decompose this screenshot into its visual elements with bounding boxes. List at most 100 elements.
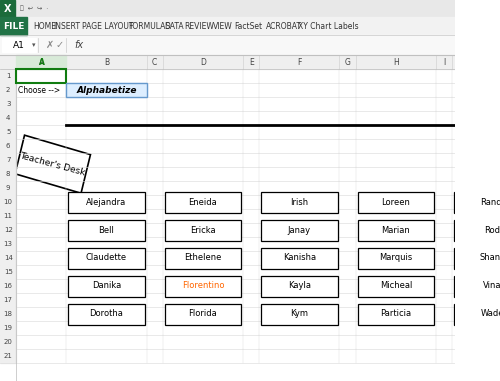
- Bar: [164, 304, 241, 325]
- Bar: [68, 304, 144, 325]
- Text: D: D: [200, 58, 206, 67]
- Text: Danika: Danika: [92, 282, 121, 290]
- Text: I: I: [443, 58, 445, 67]
- Text: 17: 17: [4, 297, 13, 303]
- Bar: [0, 55, 455, 69]
- Text: Irish: Irish: [290, 197, 308, 207]
- Bar: [68, 248, 144, 269]
- Bar: [0, 223, 16, 237]
- Text: Rod: Rod: [484, 226, 500, 234]
- Bar: [0, 0, 455, 17]
- Bar: [0, 265, 16, 279]
- Text: X: X: [4, 3, 11, 13]
- Bar: [0, 321, 16, 335]
- Bar: [358, 192, 434, 213]
- Text: Shane: Shane: [479, 253, 500, 263]
- Bar: [0, 181, 16, 195]
- Bar: [0, 251, 16, 265]
- Bar: [0, 17, 455, 35]
- Text: 16: 16: [4, 283, 13, 289]
- Text: XY Chart Labels: XY Chart Labels: [298, 21, 358, 30]
- Bar: [358, 248, 434, 269]
- Text: Loreen: Loreen: [382, 197, 410, 207]
- Text: Ericka: Ericka: [190, 226, 216, 234]
- Bar: [261, 304, 338, 325]
- Text: A: A: [38, 58, 44, 67]
- Bar: [0, 153, 16, 167]
- Bar: [164, 275, 241, 296]
- Bar: [0, 139, 16, 153]
- Bar: [66, 83, 146, 97]
- Text: Florida: Florida: [188, 309, 218, 319]
- Bar: [164, 248, 241, 269]
- Text: Claudette: Claudette: [86, 253, 127, 263]
- Text: fx: fx: [74, 40, 84, 50]
- Bar: [164, 192, 241, 213]
- Bar: [261, 275, 338, 296]
- Bar: [0, 349, 16, 363]
- Text: FORMULAS: FORMULAS: [128, 21, 170, 30]
- Text: Ethelene: Ethelene: [184, 253, 222, 263]
- Text: 3: 3: [6, 101, 10, 107]
- Text: 15: 15: [4, 269, 12, 275]
- Text: Marian: Marian: [382, 226, 410, 234]
- Text: 💾  ↩  ↪  ·: 💾 ↩ ↪ ·: [20, 6, 48, 11]
- Text: C: C: [152, 58, 158, 67]
- Text: Kayla: Kayla: [288, 282, 311, 290]
- Bar: [0, 307, 16, 321]
- Text: Alphabetize: Alphabetize: [76, 85, 136, 94]
- Bar: [0, 69, 16, 83]
- Text: 13: 13: [4, 241, 13, 247]
- Text: ✗: ✗: [46, 40, 54, 50]
- Bar: [2, 38, 36, 52]
- Text: 6: 6: [6, 143, 10, 149]
- Text: 9: 9: [6, 185, 10, 191]
- Bar: [68, 192, 144, 213]
- Bar: [16, 69, 66, 83]
- Bar: [68, 275, 144, 296]
- Text: 12: 12: [4, 227, 12, 233]
- Text: 20: 20: [4, 339, 12, 345]
- Text: 19: 19: [4, 325, 13, 331]
- Bar: [454, 192, 500, 213]
- Bar: [0, 335, 16, 349]
- Bar: [261, 192, 338, 213]
- Text: Wade: Wade: [480, 309, 500, 319]
- Bar: [454, 304, 500, 325]
- Bar: [261, 248, 338, 269]
- Bar: [358, 275, 434, 296]
- Text: REVIEW: REVIEW: [184, 21, 214, 30]
- Text: 4: 4: [6, 115, 10, 121]
- Text: 7: 7: [6, 157, 10, 163]
- Text: E: E: [249, 58, 254, 67]
- Bar: [0, 195, 16, 209]
- Text: F: F: [297, 58, 302, 67]
- Bar: [0, 0, 14, 17]
- Bar: [0, 17, 28, 35]
- Bar: [16, 55, 66, 69]
- Bar: [68, 219, 144, 240]
- Text: H: H: [393, 58, 399, 67]
- Bar: [0, 83, 16, 97]
- Bar: [0, 111, 16, 125]
- Bar: [454, 248, 500, 269]
- Text: Particia: Particia: [380, 309, 412, 319]
- Text: INSERT: INSERT: [54, 21, 80, 30]
- Text: ✓: ✓: [56, 40, 64, 50]
- Text: ACROBAT: ACROBAT: [266, 21, 302, 30]
- Bar: [0, 209, 16, 223]
- Text: B: B: [104, 58, 109, 67]
- Text: Vina: Vina: [483, 282, 500, 290]
- Text: HOME: HOME: [33, 21, 56, 30]
- Bar: [0, 293, 16, 307]
- Bar: [0, 279, 16, 293]
- Text: FILE: FILE: [3, 21, 24, 30]
- Text: Florentino: Florentino: [182, 282, 224, 290]
- Text: 5: 5: [6, 129, 10, 135]
- Bar: [0, 237, 16, 251]
- Text: 18: 18: [4, 311, 13, 317]
- Text: Alejandra: Alejandra: [86, 197, 126, 207]
- Text: Eneida: Eneida: [188, 197, 218, 207]
- Text: Kanisha: Kanisha: [283, 253, 316, 263]
- Text: 8: 8: [6, 171, 10, 177]
